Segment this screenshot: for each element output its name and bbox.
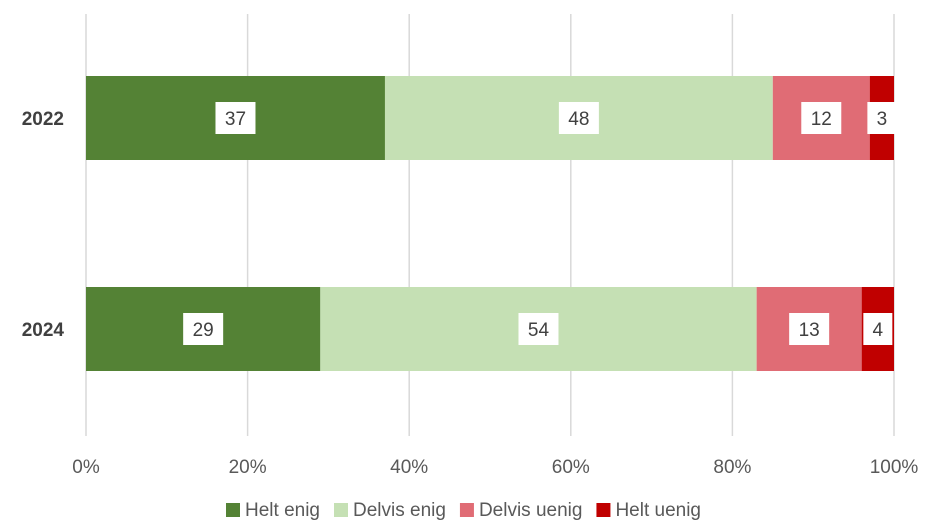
x-tick-label: 20%	[229, 457, 267, 478]
data-label: 48	[568, 109, 589, 130]
data-label-box	[789, 313, 830, 345]
data-label: 54	[528, 320, 550, 341]
legend-swatch	[459, 503, 474, 517]
data-label: 13	[799, 320, 820, 341]
legend-swatch	[596, 503, 611, 517]
category-label: 2024	[22, 320, 65, 341]
category-label: 2022	[22, 109, 64, 130]
x-tick-labels: 0% 20% 40% 60% 80% 100%	[72, 457, 918, 478]
data-label-box	[215, 102, 256, 134]
legend-label: Helt uenig	[615, 500, 701, 521]
x-tick-label: 0%	[72, 457, 100, 478]
data-label: 12	[811, 109, 832, 130]
x-tick-label: 60%	[552, 457, 590, 478]
data-label: 4	[873, 320, 884, 341]
data-label-box	[863, 313, 893, 345]
x-tick-label: 100%	[870, 457, 919, 478]
data-label-box	[801, 102, 842, 134]
data-labels: 37 48 12 3 29 54 13 4	[183, 102, 897, 345]
data-label: 3	[877, 109, 888, 130]
legend-label: Delvis enig	[353, 500, 446, 521]
legend-swatch	[334, 503, 348, 517]
legend-label: Helt enig	[245, 500, 320, 521]
category-labels: 2022 2024	[22, 109, 65, 341]
data-label-box	[518, 313, 559, 345]
data-label-box	[183, 313, 224, 345]
data-label-box	[558, 102, 599, 134]
data-label-box	[867, 102, 897, 134]
data-label: 37	[225, 109, 246, 130]
data-label: 29	[193, 320, 214, 341]
legend-swatch	[226, 503, 240, 517]
legend: Helt enig Delvis enig Delvis uenig Helt uen…	[226, 500, 701, 521]
legend-label: Delvis uenig	[479, 500, 583, 521]
x-tick-label: 40%	[390, 457, 428, 478]
x-tick-label: 80%	[713, 457, 751, 478]
